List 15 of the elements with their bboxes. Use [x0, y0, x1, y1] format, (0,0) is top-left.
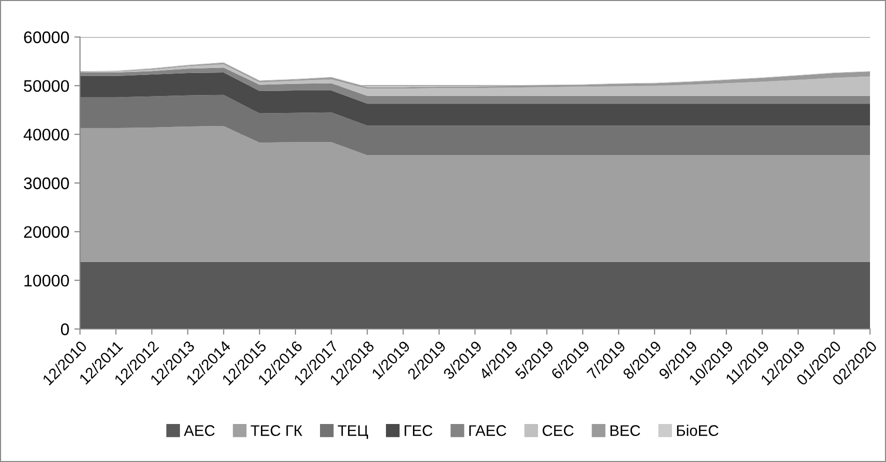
- y-tick-label: 30000: [24, 177, 69, 190]
- y-tick-label: 50000: [24, 80, 69, 92]
- legend-label: АЕС: [184, 425, 215, 436]
- y-tick-label: 10000: [24, 274, 69, 287]
- legend-label: ТЕЦ: [338, 425, 368, 439]
- legend-label: БіоЕС: [677, 424, 718, 436]
- legend-label: ГАЕС: [469, 425, 506, 436]
- y-tick-label: 0: [60, 323, 69, 336]
- y-tick-label: 40000: [24, 128, 69, 141]
- legend-label: ГЕС: [404, 425, 432, 436]
- y-tick-label: 20000: [24, 226, 69, 238]
- legend-label: СЕС: [542, 425, 574, 436]
- legend-label: ВЕС: [610, 425, 640, 436]
- legend-label: ТЕС ГК: [250, 425, 302, 436]
- y-tick-label: 60000: [24, 31, 69, 44]
